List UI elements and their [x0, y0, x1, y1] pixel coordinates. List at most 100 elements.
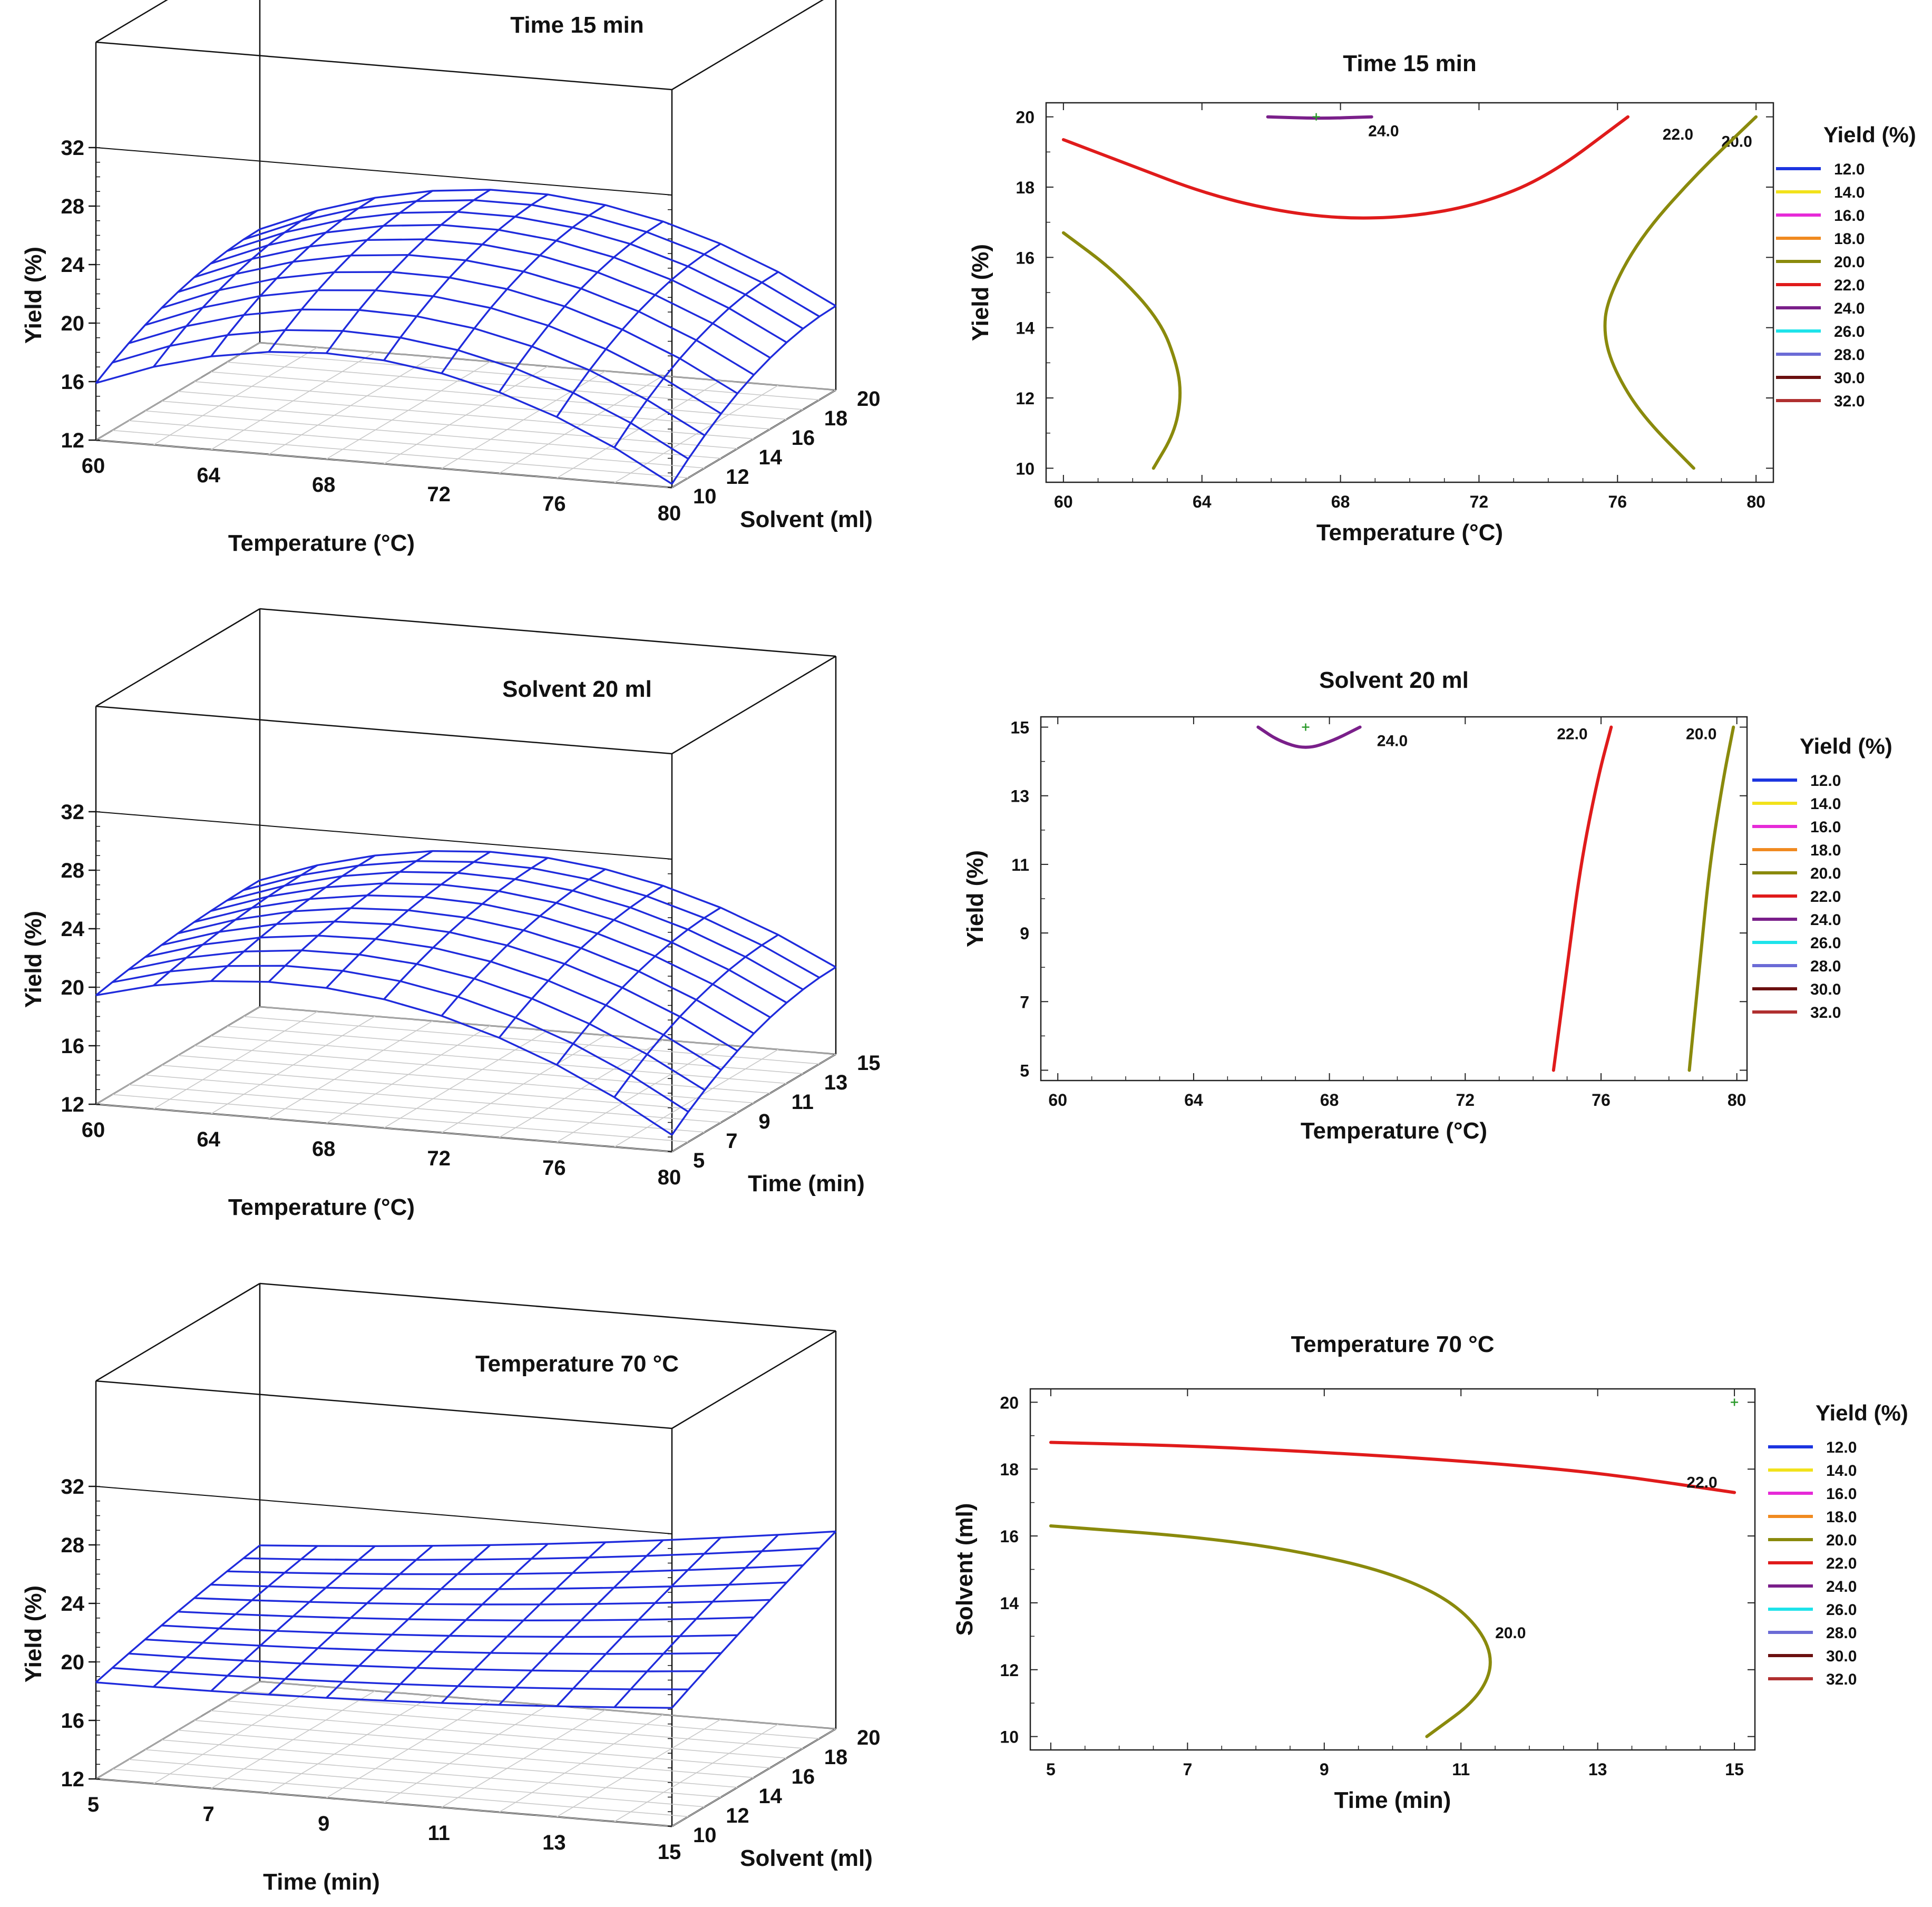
floor-grid-line — [194, 1720, 770, 1768]
legend: Yield (%) 12.0 14.0 16.0 18.0 20.0 22.0 24.0 26.… — [1768, 1400, 1908, 1688]
y-tick-label: 12 — [726, 1804, 749, 1827]
x-tick-label: 80 — [1746, 492, 1765, 511]
surface-mesh-line — [383, 857, 549, 1000]
y-tick-label: 15 — [857, 1052, 881, 1075]
x-tick-label: 68 — [312, 1137, 336, 1161]
x-tick-label: 76 — [542, 1156, 566, 1180]
contour-panel-1: 60 64 68 72 76 80 10 12 14 16 18 20 24.0 22.0 20.0 Time… — [968, 51, 1916, 546]
surface-mesh-line — [556, 1537, 721, 1707]
x-axis-label: Temperature (°C) — [228, 530, 415, 556]
surface-mesh-line — [144, 935, 722, 1071]
x-axis-label: Temperature (°C) — [1316, 520, 1503, 546]
surface-mesh-line — [161, 920, 738, 1052]
y-tick-label: 9 — [1020, 924, 1029, 943]
floor-grid-line — [227, 362, 803, 410]
contour-line-24.0 — [1256, 725, 1362, 749]
floor-grid-line — [499, 1039, 663, 1138]
surface-mesh-line — [194, 238, 771, 359]
legend-item-label: 12.0 — [1834, 161, 1865, 178]
x-tick-label: 72 — [427, 483, 451, 506]
y-tick-label: 10 — [693, 485, 717, 508]
z-tick-label: 20 — [61, 312, 85, 335]
legend-item-label: 20.0 — [1826, 1532, 1857, 1549]
z-tick-label: 24 — [61, 918, 85, 941]
x-axis-label: Temperature (°C) — [228, 1194, 415, 1220]
y-axis-label: Time (min) — [748, 1171, 865, 1196]
y-tick-label: 18 — [1016, 178, 1035, 197]
x-tick-label: 76 — [542, 492, 566, 515]
floor-grid-line — [227, 1026, 803, 1074]
legend-item-label: 22.0 — [1834, 277, 1865, 294]
legend-title: Yield (%) — [1823, 122, 1916, 147]
surface-mesh-line — [259, 189, 836, 307]
surface-mesh-line — [498, 220, 664, 393]
floor-grid-line — [178, 391, 754, 440]
contour-panel-3: 5 7 9 11 13 15 10 12 14 16 18 20 22.0 20.0 Temperature… — [952, 1331, 1908, 1813]
x-tick-label: 60 — [82, 454, 105, 478]
floor-grid-line — [210, 1035, 787, 1084]
y-tick-label: 20 — [857, 1726, 881, 1749]
floor-grid-line — [178, 1729, 754, 1778]
y-tick-label: 16 — [1016, 248, 1035, 267]
y-tick-label: 12 — [726, 465, 749, 489]
box-edge — [259, 1282, 836, 1332]
surface-title: Time 15 min — [510, 12, 644, 38]
z-tick-label: 16 — [61, 1035, 85, 1058]
contour-label: 22.0 — [1686, 1474, 1717, 1492]
box-edge — [95, 705, 672, 755]
surface-mesh-line — [177, 254, 755, 376]
x-tick-label: 64 — [197, 464, 220, 487]
z-tick-label: 28 — [61, 1534, 85, 1557]
x-tick-label: 76 — [1608, 492, 1627, 511]
z-tick-label: 12 — [61, 429, 85, 452]
box-edge — [95, 608, 260, 707]
y-tick-label: 14 — [1000, 1594, 1019, 1613]
x-tick-label: 7 — [202, 1803, 214, 1826]
y-axis-label: Yield (%) — [968, 244, 993, 341]
legend-item-label: 12.0 — [1826, 1439, 1857, 1456]
box-edge — [671, 1330, 836, 1429]
legend-item-label: 28.0 — [1834, 346, 1865, 364]
x-tick-label: 5 — [87, 1793, 99, 1816]
z-tick-label: 28 — [61, 859, 85, 882]
legend-item-label: 28.0 — [1810, 958, 1841, 975]
y-tick-label: 16 — [1000, 1527, 1019, 1546]
surface-mesh-line — [671, 1531, 837, 1709]
y-axis-label: Solvent (ml) — [740, 507, 873, 532]
surface-mesh-line — [95, 1544, 261, 1684]
x-tick-label: 80 — [1728, 1091, 1746, 1110]
y-tick-label: 7 — [1020, 993, 1029, 1011]
legend-item-label: 16.0 — [1826, 1485, 1857, 1503]
y-tick-label: 20 — [1016, 108, 1035, 127]
x-tick-label: 60 — [82, 1118, 105, 1142]
x-tick-label: 60 — [1048, 1091, 1067, 1110]
legend-item-label: 32.0 — [1810, 1004, 1841, 1021]
contour-label: 24.0 — [1377, 733, 1408, 750]
legend-item-label: 22.0 — [1810, 888, 1841, 906]
legend-item-label: 26.0 — [1826, 1601, 1857, 1619]
box-edge — [95, 811, 672, 860]
surface-mesh-line — [441, 868, 606, 1017]
contour-panel-2: 60 64 68 72 76 80 5 7 9 11 13 15 24.0 22.0 20.0 Solvent… — [962, 667, 1892, 1144]
surface-mesh-line — [613, 934, 779, 1098]
surface-panel-1: 12 16 20 24 28 32 60 64 68 72 76 80 10 12 14 16 18 20 Time… — [21, 0, 881, 556]
y-tick-label: 12 — [1016, 389, 1035, 408]
box-edge — [671, 655, 836, 755]
surface-mesh-line — [259, 850, 836, 968]
contour-title: Solvent 20 ml — [1319, 667, 1469, 693]
y-tick-label: 5 — [693, 1149, 705, 1172]
legend-item-label: 22.0 — [1826, 1555, 1857, 1572]
y-tick-label: 10 — [1000, 1728, 1019, 1747]
legend-item-label: 20.0 — [1834, 254, 1865, 271]
box-edge — [95, 1486, 672, 1534]
floor-grid-line — [243, 1016, 819, 1065]
y-tick-label: 13 — [1010, 787, 1029, 806]
contour-title: Temperature 70 °C — [1291, 1331, 1494, 1357]
y-tick-label: 11 — [1011, 855, 1029, 874]
floor-grid-line — [499, 1714, 663, 1813]
x-tick-label: 64 — [197, 1128, 220, 1151]
y-axis-label: Solvent (ml) — [952, 1503, 978, 1636]
legend-item-label: 14.0 — [1826, 1462, 1857, 1480]
surface-mesh-line — [210, 1581, 787, 1590]
surface-mesh-line — [613, 1534, 779, 1708]
